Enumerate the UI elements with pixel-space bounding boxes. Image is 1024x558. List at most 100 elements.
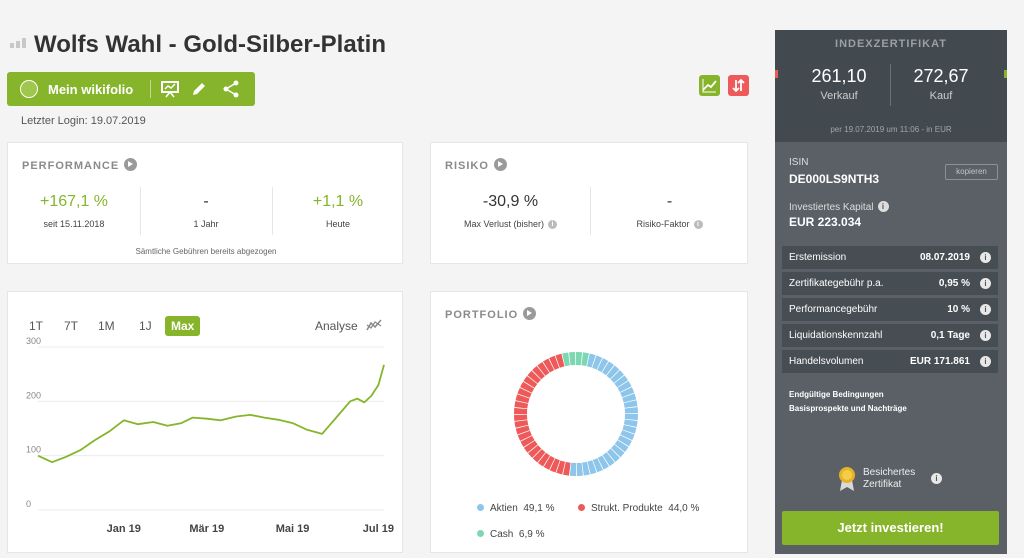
bar-chart-icon bbox=[10, 38, 26, 48]
donut-segment-strukt-produkte bbox=[514, 414, 528, 421]
info-icon[interactable]: i bbox=[693, 220, 703, 229]
divider bbox=[272, 187, 273, 235]
analysis-button[interactable]: Analyse bbox=[315, 319, 358, 333]
info-icon[interactable]: i bbox=[980, 278, 991, 289]
portfolio-card: PORTFOLIO Aktien 49,1 % Strukt. Produkte… bbox=[430, 291, 748, 553]
legend-strukt-produkte: Strukt. Produkte 44,0 % bbox=[578, 503, 699, 514]
donut-segment-strukt-produkte bbox=[537, 452, 550, 467]
info-icon[interactable]: i bbox=[980, 330, 991, 341]
donut-segment-strukt-produkte bbox=[515, 394, 530, 404]
portfolio-donut-chart bbox=[514, 352, 638, 476]
kpi-today: +1,1 % Heute bbox=[272, 193, 404, 229]
buy-value: 272,67 bbox=[913, 66, 969, 86]
certificate-panel: INDEXZERTIFIKAT 261,10 Verkauf 272,67 Ka… bbox=[775, 30, 1007, 554]
series-line bbox=[37, 364, 385, 464]
donut-segment-aktien bbox=[576, 462, 583, 476]
donut-segment-strukt-produkte bbox=[520, 435, 535, 447]
donut-segment-strukt-produkte bbox=[514, 420, 529, 428]
sell-label: Verkauf bbox=[820, 90, 858, 102]
mein-wikifolio-button[interactable]: Mein wikifolio bbox=[48, 82, 134, 97]
y-tick-label: 200 bbox=[26, 390, 41, 400]
range-1m[interactable]: 1M bbox=[98, 319, 115, 333]
range-1t[interactable]: 1T bbox=[29, 319, 44, 333]
presentation-icon[interactable] bbox=[160, 79, 180, 99]
donut-segment-strukt-produkte bbox=[515, 425, 530, 435]
info-icon[interactable]: i bbox=[980, 252, 991, 263]
donut-segment-strukt-produkte bbox=[523, 375, 538, 388]
kpi-value: +167,1 % bbox=[39, 193, 109, 210]
donut-segment-strukt-produkte bbox=[543, 358, 555, 373]
donut-segment-aktien bbox=[610, 370, 624, 383]
copy-isin-button[interactable]: kopieren bbox=[945, 164, 998, 180]
buy-chart-icon[interactable] bbox=[699, 75, 720, 96]
y-tick-label: 0 bbox=[26, 499, 31, 509]
donut-segment-aktien bbox=[620, 430, 635, 441]
risk-heading[interactable]: RISIKO bbox=[445, 158, 507, 172]
info-icon[interactable]: i bbox=[931, 473, 942, 484]
info-icon[interactable]: i bbox=[980, 356, 991, 367]
donut-segment-aktien bbox=[622, 424, 637, 434]
donut-segment-strukt-produkte bbox=[527, 370, 541, 384]
fee-footnote: Sämtliche Gebühren bereits abgezogen bbox=[135, 247, 277, 256]
legend-cash: Cash 6,9 % bbox=[477, 529, 545, 540]
donut-segment-strukt-produkte bbox=[556, 460, 566, 475]
donut-segment-aktien bbox=[620, 387, 635, 398]
share-icon[interactable] bbox=[221, 79, 241, 99]
portfolio-heading[interactable]: PORTFOLIO bbox=[445, 307, 537, 321]
buy-label: Kauf bbox=[929, 90, 953, 102]
kpi-risk-factor: - Risiko-Faktor i bbox=[590, 193, 749, 229]
kpi-label: 1 Jahr bbox=[193, 219, 219, 229]
donut-segment-aktien bbox=[602, 361, 615, 376]
donut-segment-aktien bbox=[623, 419, 638, 427]
info-icon[interactable]: i bbox=[980, 304, 991, 315]
kpi-label: Risiko-Faktor i bbox=[590, 219, 749, 229]
performance-chart-card: 1T 7T 1M 1J Max Analyse 0 100 200 300 Jan 19… bbox=[7, 291, 403, 553]
donut-segment-aktien bbox=[597, 455, 609, 470]
donut-segment-aktien bbox=[582, 461, 590, 476]
legend-aktien: Aktien 49,1 % bbox=[477, 503, 555, 514]
donut-segment-strukt-produkte bbox=[520, 381, 535, 393]
donut-segment-aktien bbox=[592, 458, 603, 473]
range-7t[interactable]: 7T bbox=[64, 319, 79, 333]
donut-segment-strukt-produkte bbox=[523, 440, 538, 453]
x-tick-label: Jul 19 bbox=[363, 523, 394, 535]
isin-value: DE000LS9NTH3 bbox=[789, 172, 880, 186]
kpi-label: seit 15.11.2018 bbox=[43, 219, 105, 229]
performance-heading[interactable]: PERFORMANCE bbox=[22, 158, 138, 172]
range-1j[interactable]: 1J bbox=[139, 319, 152, 333]
donut-segment-aktien bbox=[587, 460, 597, 475]
donut-segment-strukt-produkte bbox=[517, 430, 532, 441]
donut-segment-aktien bbox=[592, 355, 603, 370]
kpi-value: - bbox=[203, 193, 209, 210]
range-max[interactable]: Max bbox=[165, 316, 201, 336]
donut-segment-aktien bbox=[623, 400, 638, 408]
invest-now-button[interactable]: Jetzt investieren! bbox=[782, 511, 999, 545]
kpi-value: -30,9 % bbox=[482, 193, 539, 210]
user-icon[interactable] bbox=[20, 80, 38, 98]
info-icon[interactable]: i bbox=[877, 201, 889, 212]
isin-label: ISIN bbox=[789, 157, 809, 168]
prospectus-link[interactable]: Basisprospekte und Nachträge bbox=[789, 404, 907, 413]
row-handelsvolumen: Handelsvolumen EUR 171.861 i bbox=[782, 350, 998, 373]
donut-segment-strukt-produkte bbox=[563, 461, 571, 476]
donut-segment-cash bbox=[581, 352, 589, 367]
final-terms-link[interactable]: Endgültige Bedingungen bbox=[789, 390, 884, 399]
donut-segment-strukt-produkte bbox=[555, 353, 565, 368]
info-icon[interactable]: i bbox=[548, 220, 558, 229]
donut-segment-aktien bbox=[611, 444, 625, 458]
row-liquidationskennzahl: Liquidationskennzahl 0,1 Tage i bbox=[782, 324, 998, 347]
y-tick-label: 300 bbox=[26, 336, 41, 346]
x-tick-label: Mär 19 bbox=[189, 523, 224, 535]
wikifolio-toolbar: Mein wikifolio bbox=[7, 72, 255, 106]
capital-label: Investiertes Kapital i bbox=[789, 201, 889, 213]
kpi-label: Max Verlust (bisher) i bbox=[431, 219, 590, 229]
divider bbox=[890, 64, 891, 106]
trade-arrows-icon[interactable] bbox=[728, 75, 749, 96]
chevron-right-icon[interactable] bbox=[493, 158, 507, 171]
certificate-heading: INDEXZERTIFIKAT bbox=[835, 38, 947, 50]
chevron-right-icon[interactable] bbox=[124, 158, 138, 171]
secured-certificate-label: Besichertes Zertifikat bbox=[863, 467, 916, 490]
chevron-right-icon[interactable] bbox=[523, 307, 537, 320]
analysis-icon[interactable] bbox=[366, 318, 382, 332]
edit-pencil-icon[interactable] bbox=[189, 79, 209, 99]
